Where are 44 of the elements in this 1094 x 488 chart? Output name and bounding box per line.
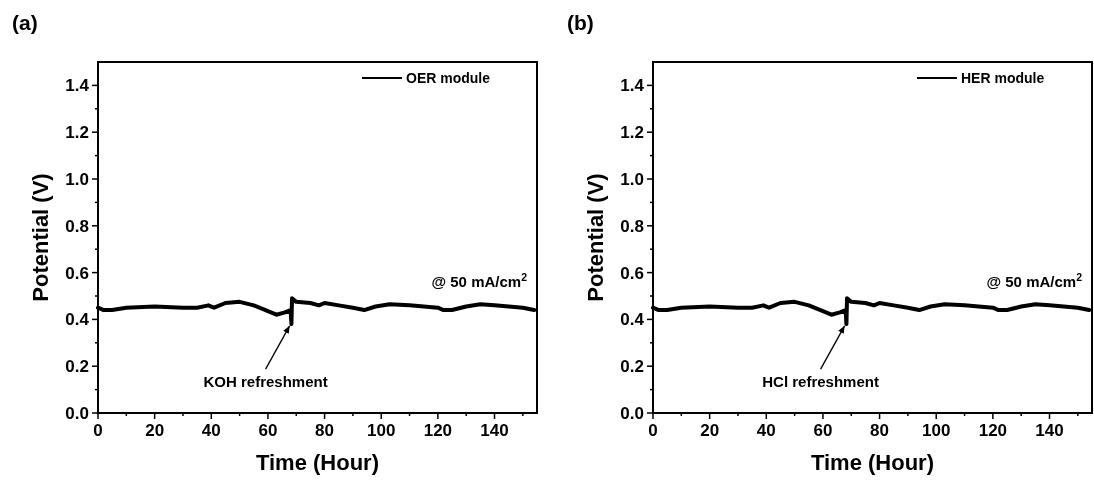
y-tick-label: 0.2 — [65, 357, 89, 377]
y-tick-label: 0.4 — [65, 310, 90, 330]
legend-label: HER module — [961, 70, 1045, 86]
x-tick-label: 140 — [1035, 421, 1064, 440]
x-axis-title: Time (Hour) — [255, 450, 380, 475]
y-tick-label: 0.6 — [65, 263, 89, 283]
y-tick-label: 1.0 — [65, 170, 89, 189]
x-tick-label: 80 — [315, 421, 335, 440]
chart-title: (b) — [567, 11, 594, 34]
x-tick-label: 80 — [870, 421, 890, 440]
x-tick-label: 40 — [756, 421, 776, 440]
y-tick-label: 0.8 — [620, 216, 644, 236]
x-tick-label: 0 — [648, 421, 658, 440]
x-tick-label: 60 — [258, 421, 278, 440]
y-axis-title: Potential (V) — [28, 173, 53, 302]
x-axis-title: Time (Hour) — [810, 450, 935, 475]
y-tick-label: 1.4 — [65, 76, 90, 96]
y-tick-label: 0.4 — [620, 310, 645, 330]
y-tick-label: 1.2 — [620, 123, 644, 143]
legend-label: OER module — [406, 70, 491, 86]
annotation: KOH refreshment — [203, 373, 328, 391]
y-tick-label: 0.6 — [620, 263, 644, 283]
y-tick-label: 0.0 — [620, 404, 644, 423]
chart-title: (a) — [12, 11, 38, 34]
x-tick-label: 40 — [201, 421, 221, 440]
x-tick-label: 120 — [423, 421, 453, 440]
y-tick-label: 0.8 — [65, 216, 89, 236]
y-tick-label: 1.4 — [620, 76, 645, 96]
x-tick-label: 20 — [145, 421, 165, 440]
annotation: @ 50 mA/cm$^{2}$ — [431, 270, 528, 290]
x-tick-label: 20 — [700, 421, 720, 440]
y-tick-label: 1.2 — [65, 123, 89, 143]
y-tick-label: 0.2 — [620, 357, 644, 377]
y-tick-label: 1.0 — [620, 170, 644, 189]
x-tick-label: 140 — [480, 421, 509, 440]
x-tick-label: 0 — [93, 421, 103, 440]
y-tick-label: 0.0 — [65, 404, 89, 423]
x-tick-label: 100 — [922, 421, 951, 440]
x-tick-label: 60 — [813, 421, 833, 440]
y-axis-title: Potential (V) — [583, 173, 608, 302]
annotation: HCl refreshment — [762, 373, 879, 391]
annotation: @ 50 mA/cm$^{2}$ — [986, 270, 1083, 290]
x-tick-label: 100 — [367, 421, 396, 440]
x-tick-label: 120 — [978, 421, 1008, 440]
